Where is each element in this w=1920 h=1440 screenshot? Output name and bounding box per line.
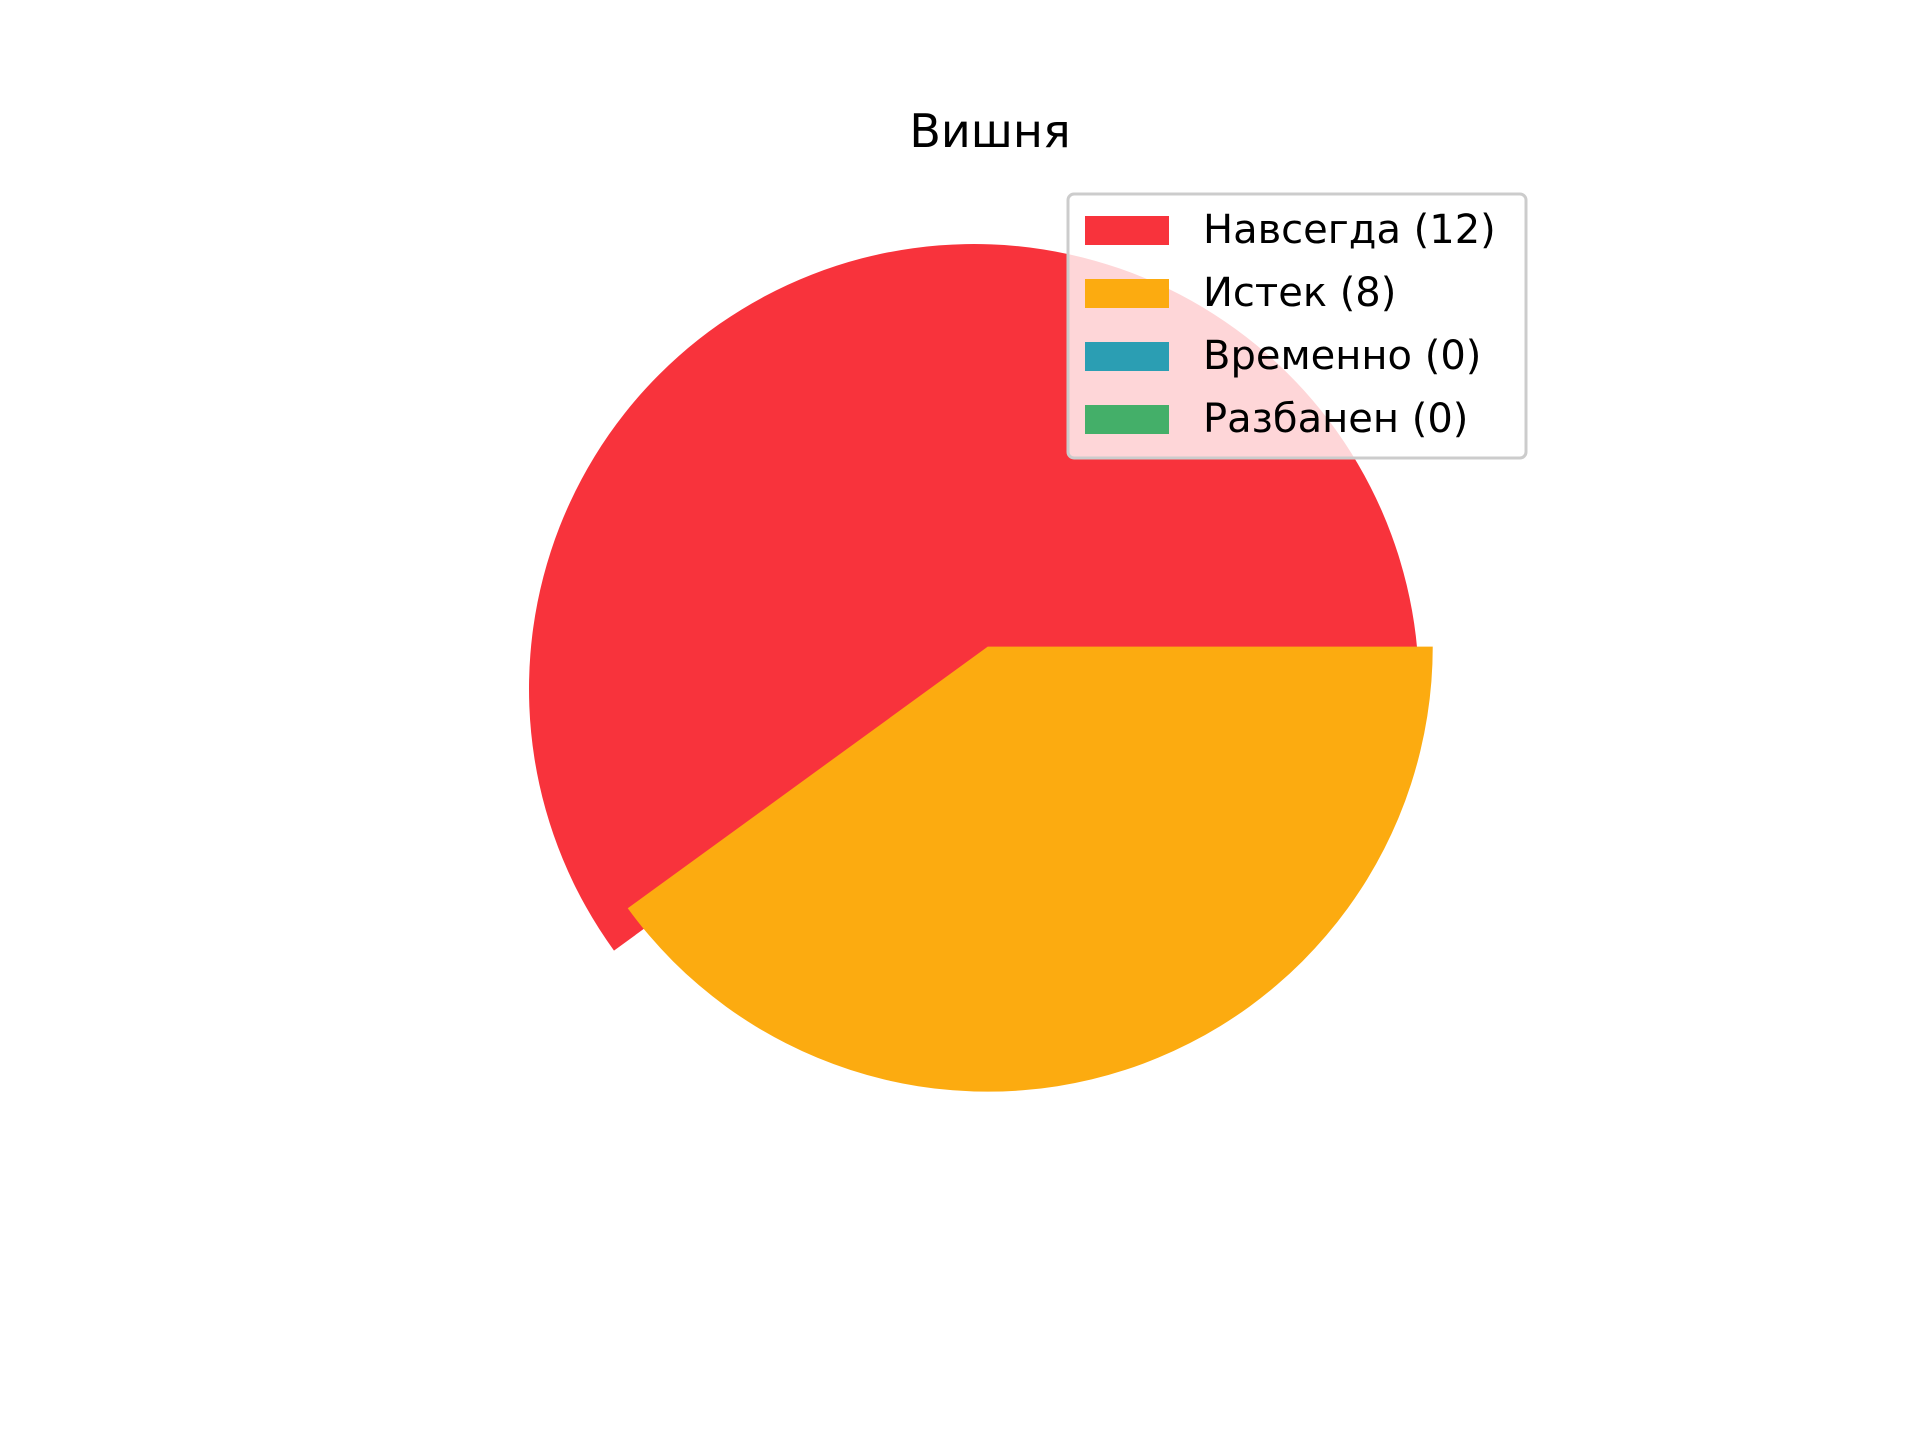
legend-label: Временно (0) [1203, 333, 1481, 379]
chart-title: Вишня [909, 104, 1070, 158]
legend: Навсегда (12) Истек (8) Временно (0) Разбан… [1066, 192, 1528, 460]
pie-slice [627, 646, 1433, 1092]
legend-swatch [1085, 279, 1169, 308]
legend-label: Истек (8) [1203, 270, 1396, 316]
legend-frame [1066, 192, 1528, 460]
legend-label: Навсегда (12) [1203, 207, 1496, 253]
legend-swatch [1085, 405, 1169, 434]
legend-swatch [1085, 342, 1169, 371]
legend-swatch [1085, 216, 1169, 245]
legend-label: Разбанен (0) [1203, 396, 1468, 442]
